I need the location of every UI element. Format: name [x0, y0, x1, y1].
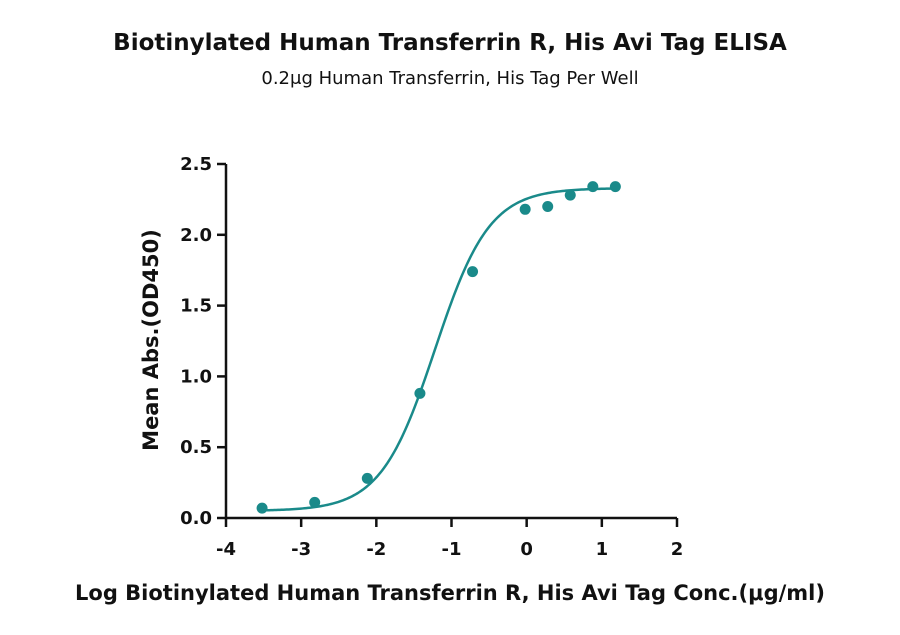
data-point [609, 181, 621, 193]
y-tick-label: 2.0 [180, 225, 212, 246]
data-point [309, 496, 321, 508]
x-axis-label: Log Biotinylated Human Transferrin R, Hi… [75, 581, 825, 605]
data-point [542, 200, 554, 212]
data-point [564, 189, 576, 201]
x-tick-label: -1 [442, 539, 462, 560]
data-point [256, 502, 268, 514]
y-tick-label: 2.5 [180, 154, 212, 175]
y-tick-label: 1.5 [180, 296, 212, 317]
x-tick-label: -3 [291, 539, 311, 560]
data-points [256, 181, 621, 514]
y-tick-label: 1.0 [180, 366, 212, 387]
data-point [519, 203, 531, 215]
chart-title: Biotinylated Human Transferrin R, His Av… [113, 30, 787, 56]
x-tick-label: 1 [596, 539, 609, 560]
data-point [414, 387, 426, 399]
fit-curve [262, 187, 616, 512]
data-point [361, 472, 373, 484]
x-tick-label: -2 [366, 539, 386, 560]
x-tick-label: -4 [216, 539, 236, 560]
axes: 0.0 0.5 1.0 1.5 2.0 2.5 -4 -3 -2 -1 0 1 2 [180, 154, 683, 560]
data-point [587, 181, 599, 193]
x-tick-label: 0 [520, 539, 533, 560]
y-tick-label: 0.0 [180, 508, 212, 529]
data-point [467, 266, 479, 278]
x-tick-label: 2 [671, 539, 684, 560]
chart-subtitle: 0.2μg Human Transferrin, His Tag Per Wel… [261, 68, 639, 89]
y-tick-label: 0.5 [180, 437, 212, 458]
y-axis-label: Mean Abs.(OD450) [139, 229, 163, 451]
